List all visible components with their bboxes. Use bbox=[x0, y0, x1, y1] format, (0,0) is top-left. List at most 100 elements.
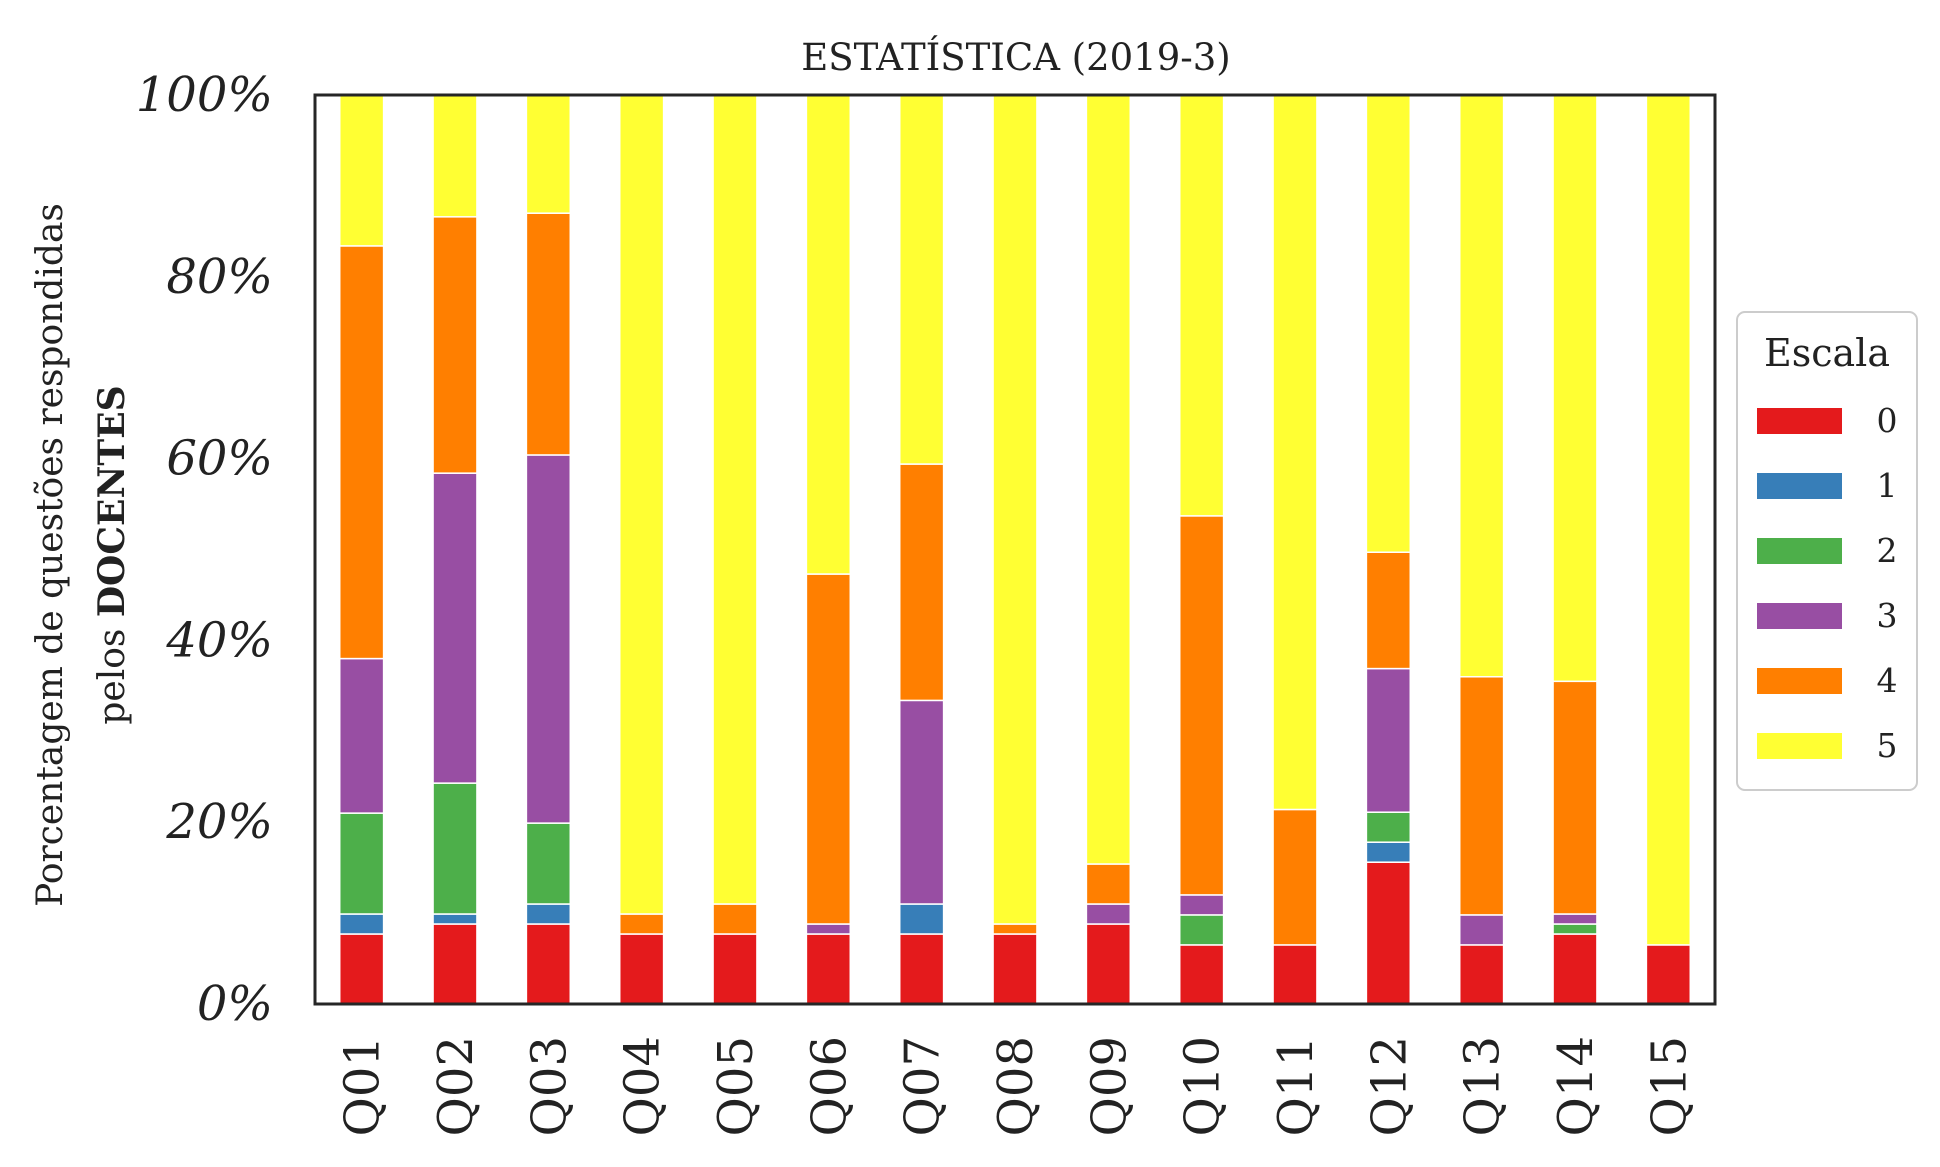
bar-segment-q09-scale-0 bbox=[1085, 923, 1132, 1005]
bar-segment-q09-scale-4 bbox=[1085, 863, 1132, 905]
bar-segment-q04-scale-5 bbox=[618, 94, 665, 915]
bar-segment-q01-scale-2 bbox=[338, 812, 385, 915]
bar-segment-q07-scale-0 bbox=[898, 933, 945, 1005]
y-axis-label-line1: Porcentagem de questões respondidas bbox=[30, 203, 71, 907]
y-tick-label: 80% bbox=[166, 249, 273, 305]
bar-segment-q14-scale-0 bbox=[1552, 933, 1598, 1005]
legend-swatch-0 bbox=[1757, 408, 1842, 434]
bar-segment-q06-scale-0 bbox=[805, 933, 852, 1005]
bar-segment-q01-scale-5 bbox=[338, 94, 385, 247]
bar-segment-q08-scale-5 bbox=[992, 94, 1038, 925]
y-tick-label: 100% bbox=[136, 67, 273, 123]
y-tick-label: 20% bbox=[165, 794, 273, 850]
bar-segment-q03-scale-3 bbox=[525, 454, 572, 824]
bar-segment-q02-scale-0 bbox=[432, 923, 478, 1005]
bar-segment-q07-scale-1 bbox=[898, 903, 945, 935]
legend-label-3: 3 bbox=[1877, 596, 1898, 635]
bar-segment-q02-scale-5 bbox=[432, 94, 478, 218]
bar-segment-q13-scale-3 bbox=[1458, 914, 1505, 946]
x-tick-label-q02: Q02 bbox=[428, 1036, 484, 1136]
x-tick-label-q01: Q01 bbox=[335, 1036, 391, 1136]
x-tick-label-q10: Q10 bbox=[1175, 1036, 1231, 1136]
bar-segment-q01-scale-1 bbox=[338, 913, 385, 935]
bar-segment-q02-scale-1 bbox=[432, 913, 478, 925]
bar-segment-q09-scale-3 bbox=[1085, 903, 1132, 925]
bar-segment-q03-scale-1 bbox=[525, 903, 572, 925]
x-tick-label-q08: Q08 bbox=[988, 1036, 1044, 1136]
x-tick-label-q04: Q04 bbox=[615, 1036, 671, 1136]
bar-segment-q14-scale-4 bbox=[1552, 680, 1598, 915]
bar-segment-q13-scale-0 bbox=[1458, 944, 1505, 1005]
legend-swatch-5 bbox=[1757, 733, 1842, 759]
legend-label-4: 4 bbox=[1877, 661, 1898, 700]
bar-segment-q03-scale-0 bbox=[525, 923, 572, 1005]
bar-segment-q12-scale-0 bbox=[1365, 861, 1412, 1005]
bar-segment-q07-scale-3 bbox=[898, 699, 945, 905]
bar-segment-q10-scale-4 bbox=[1178, 515, 1225, 896]
y-axis-label: Porcentagem de questões respondidas pelo… bbox=[30, 203, 133, 907]
x-tick-label-q13: Q13 bbox=[1455, 1036, 1511, 1136]
legend-title: Escala bbox=[1764, 331, 1890, 375]
legend-swatch-4 bbox=[1757, 668, 1842, 694]
legend-swatch-1 bbox=[1757, 473, 1842, 499]
bar-segment-q08-scale-4 bbox=[992, 923, 1038, 935]
y-axis-label-line2: pelos DOCENTES bbox=[91, 385, 133, 724]
bar-segment-q15-scale-0 bbox=[1645, 944, 1692, 1005]
bar-segment-q10-scale-0 bbox=[1178, 944, 1225, 1005]
bar-segment-q01-scale-0 bbox=[338, 933, 385, 1005]
bar-segment-q09-scale-5 bbox=[1085, 94, 1132, 865]
bar-segment-q12-scale-1 bbox=[1365, 841, 1412, 863]
bar-segment-q06-scale-4 bbox=[805, 573, 852, 925]
bar-segment-q02-scale-4 bbox=[432, 216, 478, 474]
bar-segment-q10-scale-5 bbox=[1178, 94, 1225, 517]
legend: Escala 0 1 2 3 4 5 bbox=[1736, 311, 1918, 791]
legend-label-2: 2 bbox=[1877, 531, 1898, 570]
x-tick-label-q14: Q14 bbox=[1548, 1036, 1604, 1136]
legend-label-5: 5 bbox=[1877, 726, 1898, 765]
x-tick-label-q12: Q12 bbox=[1361, 1036, 1417, 1136]
bar-segment-q05-scale-0 bbox=[712, 933, 758, 1005]
y-tick-labels: 0% 20% 40% 60% 80% 100% bbox=[136, 67, 273, 1032]
bar-segment-q08-scale-0 bbox=[992, 933, 1038, 1005]
bars-group bbox=[338, 94, 1692, 1005]
bar-segment-q05-scale-4 bbox=[712, 903, 758, 935]
bar-segment-q03-scale-5 bbox=[525, 94, 572, 214]
bar-segment-q01-scale-3 bbox=[338, 657, 385, 814]
bar-segment-q04-scale-0 bbox=[618, 933, 665, 1005]
plot-frame bbox=[313, 93, 1717, 1006]
bar-segment-q14-scale-3 bbox=[1552, 913, 1598, 925]
x-tick-label-q07: Q07 bbox=[895, 1036, 951, 1136]
x-tick-label-q06: Q06 bbox=[801, 1036, 857, 1136]
y-tick-label: 40% bbox=[165, 612, 273, 668]
bar-segment-q03-scale-4 bbox=[525, 212, 572, 456]
bar-segment-q11-scale-0 bbox=[1272, 944, 1318, 1005]
bar-segment-q01-scale-4 bbox=[338, 245, 385, 660]
bar-segment-q05-scale-5 bbox=[712, 94, 758, 905]
bar-segment-q02-scale-2 bbox=[432, 782, 478, 915]
bar-segment-q14-scale-5 bbox=[1552, 94, 1598, 683]
bar-segment-q11-scale-5 bbox=[1272, 94, 1318, 811]
bar-segment-q15-scale-5 bbox=[1645, 94, 1692, 946]
bar-segment-q13-scale-5 bbox=[1458, 94, 1505, 678]
bar-segment-q06-scale-5 bbox=[805, 94, 852, 575]
x-tick-label-q05: Q05 bbox=[708, 1036, 764, 1136]
bar-segment-q12-scale-3 bbox=[1365, 667, 1412, 813]
bar-segment-q12-scale-5 bbox=[1365, 94, 1412, 553]
bar-segment-q02-scale-3 bbox=[432, 472, 478, 784]
bar-segment-q10-scale-2 bbox=[1178, 914, 1225, 946]
x-tick-labels: Q01 Q02 Q03 Q04 Q05 Q06 Q07 Q08 Q09 Q10 Q11 Q12 Q13 Q… bbox=[335, 1036, 1698, 1136]
bar-segment-q14-scale-2 bbox=[1552, 923, 1598, 935]
legend-swatch-2 bbox=[1757, 538, 1842, 564]
bar-segment-q03-scale-2 bbox=[525, 822, 572, 905]
bar-segment-q12-scale-4 bbox=[1365, 551, 1412, 670]
y-tick-label: 0% bbox=[197, 976, 273, 1032]
bar-segment-q04-scale-4 bbox=[618, 913, 665, 935]
legend-swatch-3 bbox=[1757, 603, 1842, 629]
bar-segment-q07-scale-5 bbox=[898, 94, 945, 465]
x-tick-label-q03: Q03 bbox=[521, 1036, 577, 1136]
bar-segment-q13-scale-4 bbox=[1458, 676, 1505, 916]
legend-label-0: 0 bbox=[1877, 401, 1898, 440]
bar-segment-q10-scale-3 bbox=[1178, 894, 1225, 916]
bar-segment-q07-scale-4 bbox=[898, 463, 945, 702]
